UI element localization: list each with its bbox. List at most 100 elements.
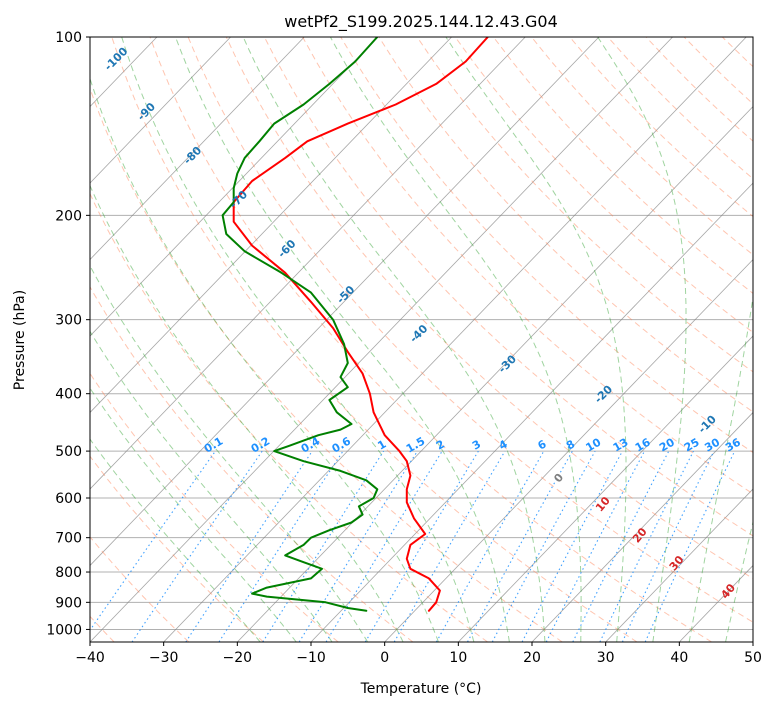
x-tick-label: −20 [223,650,253,666]
mixing-ratio-label: 2 [434,438,447,453]
moist-adiabat-label: 20 [630,525,650,545]
mixing-ratio-line [621,450,715,642]
x-axis-title: Temperature (°C) [360,681,482,697]
isotherm-line [90,37,231,184]
mixing-ratio-label: 4 [497,437,510,452]
moist-adiabat-line [90,264,369,642]
mixing-ratio-label: 20 [657,435,677,454]
dry-adiabat-line [90,87,563,642]
x-tick-label: 40 [670,650,688,666]
x-tick-label: −30 [149,650,179,666]
moist-adiabat-lines [90,37,753,642]
mixing-ratio-label: 6 [536,437,549,452]
moist-adiabat-line [90,330,333,642]
mixing-ratio-line [185,450,313,642]
moist-adiabat-line [90,77,439,642]
y-axis-ticks: 100 200 300 400 500 600 700 800 900 1000 [46,30,90,638]
isotherm-line [679,564,753,642]
isotherm-lines [0,37,753,642]
isotherm-line [90,37,305,261]
dry-adiabat-label: -80 [181,144,204,167]
dry-adiabat-line [90,285,414,642]
x-tick-label: 30 [597,650,615,666]
dry-adiabat-line [187,37,753,623]
mixing-ratio-label: 0.1 [202,435,225,456]
moist-adiabat-line [688,294,753,642]
line-labels: -100-90-80-70-60-50-40-30-20-100.1 0.2 0.4… [102,44,743,601]
moist-adiabat-line [597,37,687,642]
isotherm-line [163,37,747,642]
mixing-ratio-lines [90,450,736,642]
isotherm-line [90,37,673,642]
moist-adiabat-line [175,37,510,642]
dry-adiabat-line [721,37,753,68]
x-tick-label: 0 [380,650,389,666]
mixing-ratio-label: 1 [375,438,388,453]
dry-adiabat-line [302,37,753,495]
dry-adiabat-line [149,37,712,642]
isotherm-line [310,182,753,642]
isotherm-line [90,37,600,567]
mixing-ratio-line [218,450,344,642]
isotherm-line [752,641,753,642]
dewpoint-profile-line [221,37,379,612]
mixing-ratio-line [325,450,443,642]
x-tick-label: 20 [523,650,541,666]
mixing-ratio-label: 0.4 [299,434,323,455]
y-axis-title: Pressure (hPa) [12,290,28,390]
profile-series [221,37,489,612]
dry-adiabat-line [493,37,753,294]
isotherm-line [0,37,10,642]
moist-adiabat-line [445,37,627,642]
moist-adiabat-label: 10 [593,494,613,514]
mixing-ratio-label: 1.5 [404,435,427,456]
mixing-ratio-label: 10 [583,435,603,454]
isotherm-line [531,411,753,642]
mixing-ratio-label: 30 [702,435,722,454]
y-tick-label: 300 [55,313,82,329]
dry-adiabat-line [111,37,638,642]
y-tick-label: 500 [55,444,82,460]
mixing-ratio-line [435,450,545,642]
dry-adiabat-line [683,37,753,105]
mixing-ratio-label: 8 [564,438,577,453]
mixing-ratio-line [572,450,670,642]
mixing-ratio-label: 3 [470,438,483,453]
dry-adiabat-label: -10 [696,412,719,435]
mixing-ratio-line [298,450,418,642]
y-tick-label: 600 [55,491,82,507]
dry-adiabat-label: -30 [496,352,519,375]
dry-adiabat-lines [90,37,753,642]
dry-adiabat-label: -20 [592,383,615,406]
x-tick-label: −10 [296,650,326,666]
dry-adiabat-line [454,37,753,333]
isotherm-line [90,37,526,490]
dry-adiabat-line [90,192,488,642]
isotherm-line [90,37,379,337]
plot-frame [89,36,754,643]
moist-adiabat-label: 30 [667,553,687,573]
y-tick-label: 400 [55,387,82,403]
dry-adiabat-line [416,37,753,373]
dry-adiabat-label: -40 [407,322,430,345]
moist-adiabat-line [90,438,261,642]
moist-adiabat-line [725,520,753,642]
moist-adiabat-line [90,387,297,642]
y-tick-label: 200 [55,208,82,224]
dry-adiabat-line [569,37,753,218]
mixing-ratio-line [644,450,736,642]
x-tick-label: −40 [75,650,105,666]
dry-adiabat-label: -60 [275,237,298,260]
dry-adiabat-label: -90 [135,100,158,123]
mixing-ratio-line [262,450,385,642]
moist-adiabat-line [242,37,546,642]
mixing-ratio-line [599,450,694,642]
y-tick-label: 100 [55,30,82,46]
mixing-ratio-line [364,450,479,642]
isotherm-line [605,488,753,642]
y-tick-label: 900 [55,595,82,611]
moist-adiabat-line [121,37,475,642]
y-tick-label: 700 [55,531,82,547]
isotherm-line [458,335,753,642]
